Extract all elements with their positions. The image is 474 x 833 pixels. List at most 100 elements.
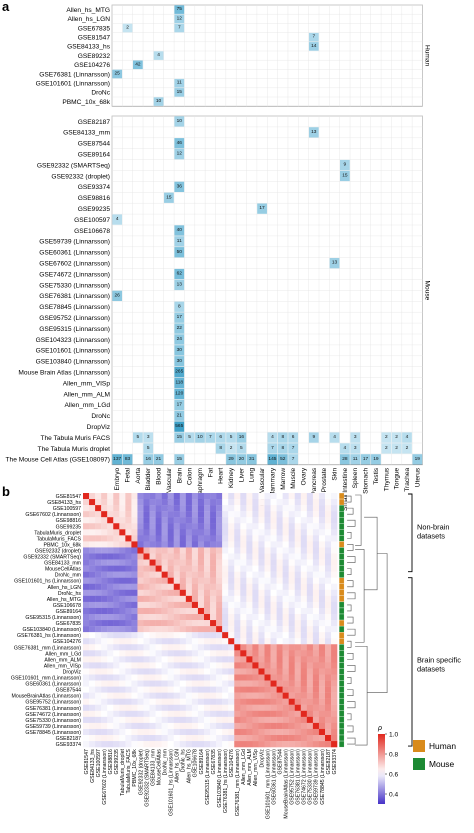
corr-cell [95,716,102,724]
corr-cell [131,601,138,609]
corr-cell [149,493,156,500]
corr-cell [204,547,211,554]
corr-cell [143,656,150,663]
count-cell [164,192,174,203]
corr-cell [318,571,326,578]
corr-cell [216,632,223,639]
corr-cell [191,499,199,506]
column-label: MouseCellAtlas [156,749,162,785]
corr-cell [197,523,205,530]
corr-cell [204,692,211,699]
corr-cell [161,559,168,566]
corr-cell [155,559,162,566]
corr-cell [240,577,247,584]
count-label: 42 [135,61,141,67]
corr-cell [131,517,138,524]
corr-cell [318,644,326,651]
corr-cell [288,517,295,524]
corr-cell [210,499,217,506]
corr-cell [276,571,283,578]
corr-cell [210,559,217,566]
row-label: TabulaMuris_FACS [37,536,82,542]
corr-cell [149,571,156,578]
corr-cell [143,638,150,645]
row-label: GSE95752 (Linnarsson) [39,315,110,322]
column-label: GSE99235 [114,749,120,774]
count-label: 19 [415,456,421,462]
corr-cell [101,529,108,536]
corr-cell [179,620,187,627]
count-label: 20 [239,456,245,462]
corr-cell [143,722,150,730]
corr-cell [173,529,180,536]
corr-cell [101,523,108,530]
corr-cell [173,710,180,718]
corr-cell [331,686,338,693]
corr-cell [306,686,314,693]
corr-cell [113,529,120,536]
count-cell [153,97,164,106]
corr-cell [325,686,332,693]
corr-cell [119,595,126,603]
corr-cell [228,728,235,736]
corr-cell [107,499,114,506]
corr-cell [143,674,150,681]
corr-cell [107,493,114,500]
corr-cell [101,692,108,699]
corr-cell [155,505,162,512]
count-label: 17 [259,205,265,211]
count-cell [277,443,288,454]
corr-cell [95,607,102,615]
count-label: 4 [271,434,274,440]
corr-cell [167,589,174,597]
corr-cell [204,704,211,711]
corr-cell [240,547,247,554]
corr-cell [282,517,289,524]
corr-cell [167,601,174,609]
corr-cell [294,626,301,633]
column-label: GSE76381 (Linnarsson) [296,749,302,805]
corr-cell [325,547,332,554]
count-cell [360,454,371,465]
corr-cell [318,656,326,663]
column-label: Mammary [269,467,276,497]
corr-cell [204,741,211,748]
corr-cell [107,626,114,633]
corr-cell [234,620,241,627]
corr-cell [228,662,235,669]
count-cell [329,432,340,443]
corr-cell [173,735,180,742]
corr-cell [282,674,289,681]
corr-cell [288,686,295,693]
corr-cell [137,680,144,687]
corr-cell [204,607,211,615]
corr-cell [167,583,174,590]
corr-cell [264,535,271,542]
corr-cell [83,493,90,500]
corr-cell [276,722,283,730]
corr-cell [113,662,120,669]
count-cell [174,116,185,127]
corr-cell [210,710,217,718]
corr-cell [155,698,162,705]
corr-cell [173,741,180,748]
corr-cell [258,565,265,572]
count-label: 2 [385,445,388,451]
corr-cell [137,547,144,554]
corr-cell [197,511,205,518]
corr-cell [306,638,314,645]
corr-cell [276,698,283,705]
corr-cell [107,601,114,609]
corr-cell [270,565,277,572]
count-label: 16 [146,456,152,462]
corr-cell [107,674,114,681]
corr-cell [222,644,229,651]
corr-cell [288,589,295,597]
corr-cell [246,644,253,651]
corr-cell [246,692,253,699]
corr-cell [228,704,235,711]
count-label: 52 [280,456,286,462]
row-label: GSE92332 (droplet) [51,173,110,180]
corr-cell [246,716,253,724]
corr-cell [173,692,180,699]
